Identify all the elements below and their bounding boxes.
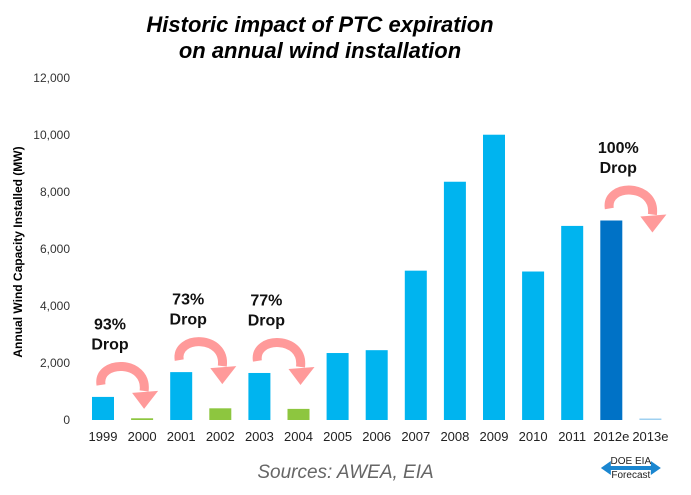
bar-2009 xyxy=(483,134,505,420)
bar-2012e xyxy=(600,220,623,420)
drop-arrow-2012e: 100% Drop xyxy=(598,140,667,233)
y-tick-label: 12,000 xyxy=(33,71,70,85)
drop-arrow-1999: 93% Drop xyxy=(91,316,159,409)
y-tick-label: 10,000 xyxy=(33,128,70,142)
bar-2008 xyxy=(443,181,466,420)
y-tick-label: 6,000 xyxy=(40,242,70,256)
bar-2000 xyxy=(131,418,154,420)
drop-arrow-2001: 73% Drop xyxy=(170,292,237,385)
x-tick-label: 2007 xyxy=(401,429,430,444)
source-note: Sources: AWEA, EIA xyxy=(257,462,434,483)
x-tick-label: 2004 xyxy=(284,429,313,444)
drop-annotations: 93% Drop 73% Drop 77% Drop 100% Drop xyxy=(91,140,667,409)
double-arrow-icon xyxy=(600,461,661,475)
x-tick-label: 2013e xyxy=(632,429,668,444)
drop-arrow-2003: 77% Drop xyxy=(248,292,315,385)
drop-word-label: Drop xyxy=(600,160,638,177)
x-tick-label: 2003 xyxy=(245,429,274,444)
bar-2011 xyxy=(561,225,584,420)
arrow-head-icon xyxy=(288,366,315,385)
drop-percent-label: 77% xyxy=(250,292,282,309)
y-tick-label: 8,000 xyxy=(40,185,70,199)
bar-2003 xyxy=(248,372,271,420)
drop-word-label: Drop xyxy=(248,312,286,329)
arrow-head-icon xyxy=(210,366,237,385)
y-axis: 0 2,000 4,000 6,000 8,000 10,000 12,000 xyxy=(33,71,70,427)
drop-word-label: Drop xyxy=(170,312,208,329)
x-tick-label: 2006 xyxy=(362,429,391,444)
forecast-note: DOE EIA Forecast xyxy=(600,456,661,481)
chart-title-line-1: Historic impact of PTC expiration xyxy=(146,12,494,37)
x-tick-label: 2008 xyxy=(440,429,469,444)
arrow-head-icon xyxy=(640,214,667,233)
curved-arrow-icon xyxy=(604,185,657,216)
y-axis-label: Annual Wind Capacity Installed (MW) xyxy=(11,146,25,357)
drop-word-label: Drop xyxy=(91,336,129,353)
curved-arrow-icon xyxy=(252,338,306,368)
bar-2002 xyxy=(209,408,232,420)
bar-2005 xyxy=(326,353,349,420)
x-tick-label: 2012e xyxy=(593,429,629,444)
bar-2004 xyxy=(287,408,310,420)
y-tick-label: 2,000 xyxy=(40,356,70,370)
x-axis: 1999 2000 2001 2002 2003 2004 2005 2006 2007 2008… xyxy=(89,429,669,444)
drop-percent-label: 100% xyxy=(598,140,639,157)
x-tick-label: 2002 xyxy=(206,429,235,444)
bars xyxy=(92,134,662,420)
drop-percent-label: 73% xyxy=(172,292,204,309)
bar-2013e xyxy=(639,418,662,420)
x-tick-label: 2001 xyxy=(167,429,196,444)
chart-title-line-2: on annual wind installation xyxy=(178,38,462,63)
y-tick-label: 4,000 xyxy=(40,299,70,313)
bar-2010 xyxy=(522,271,545,420)
x-tick-label: 2005 xyxy=(323,429,352,444)
drop-percent-label: 93% xyxy=(94,316,126,333)
arrow-head-icon xyxy=(132,390,159,409)
curved-arrow-icon xyxy=(96,362,149,392)
x-tick-label: 1999 xyxy=(89,429,118,444)
x-tick-label: 2011 xyxy=(558,429,586,444)
chart-title: Historic impact of PTC expiration on ann… xyxy=(0,12,640,64)
bar-2006 xyxy=(365,350,388,420)
forecast-label-line-2: Forecast xyxy=(611,470,650,481)
x-tick-label: 2010 xyxy=(519,429,548,444)
bar-2001 xyxy=(170,372,193,420)
forecast-label-line-1: DOE EIA xyxy=(611,456,652,467)
y-tick-label: 0 xyxy=(63,413,70,427)
bar-1999 xyxy=(92,396,114,420)
x-tick-label: 2009 xyxy=(480,429,509,444)
curved-arrow-icon xyxy=(174,337,227,367)
bar-2007 xyxy=(404,270,427,420)
x-tick-label: 2000 xyxy=(128,429,157,444)
